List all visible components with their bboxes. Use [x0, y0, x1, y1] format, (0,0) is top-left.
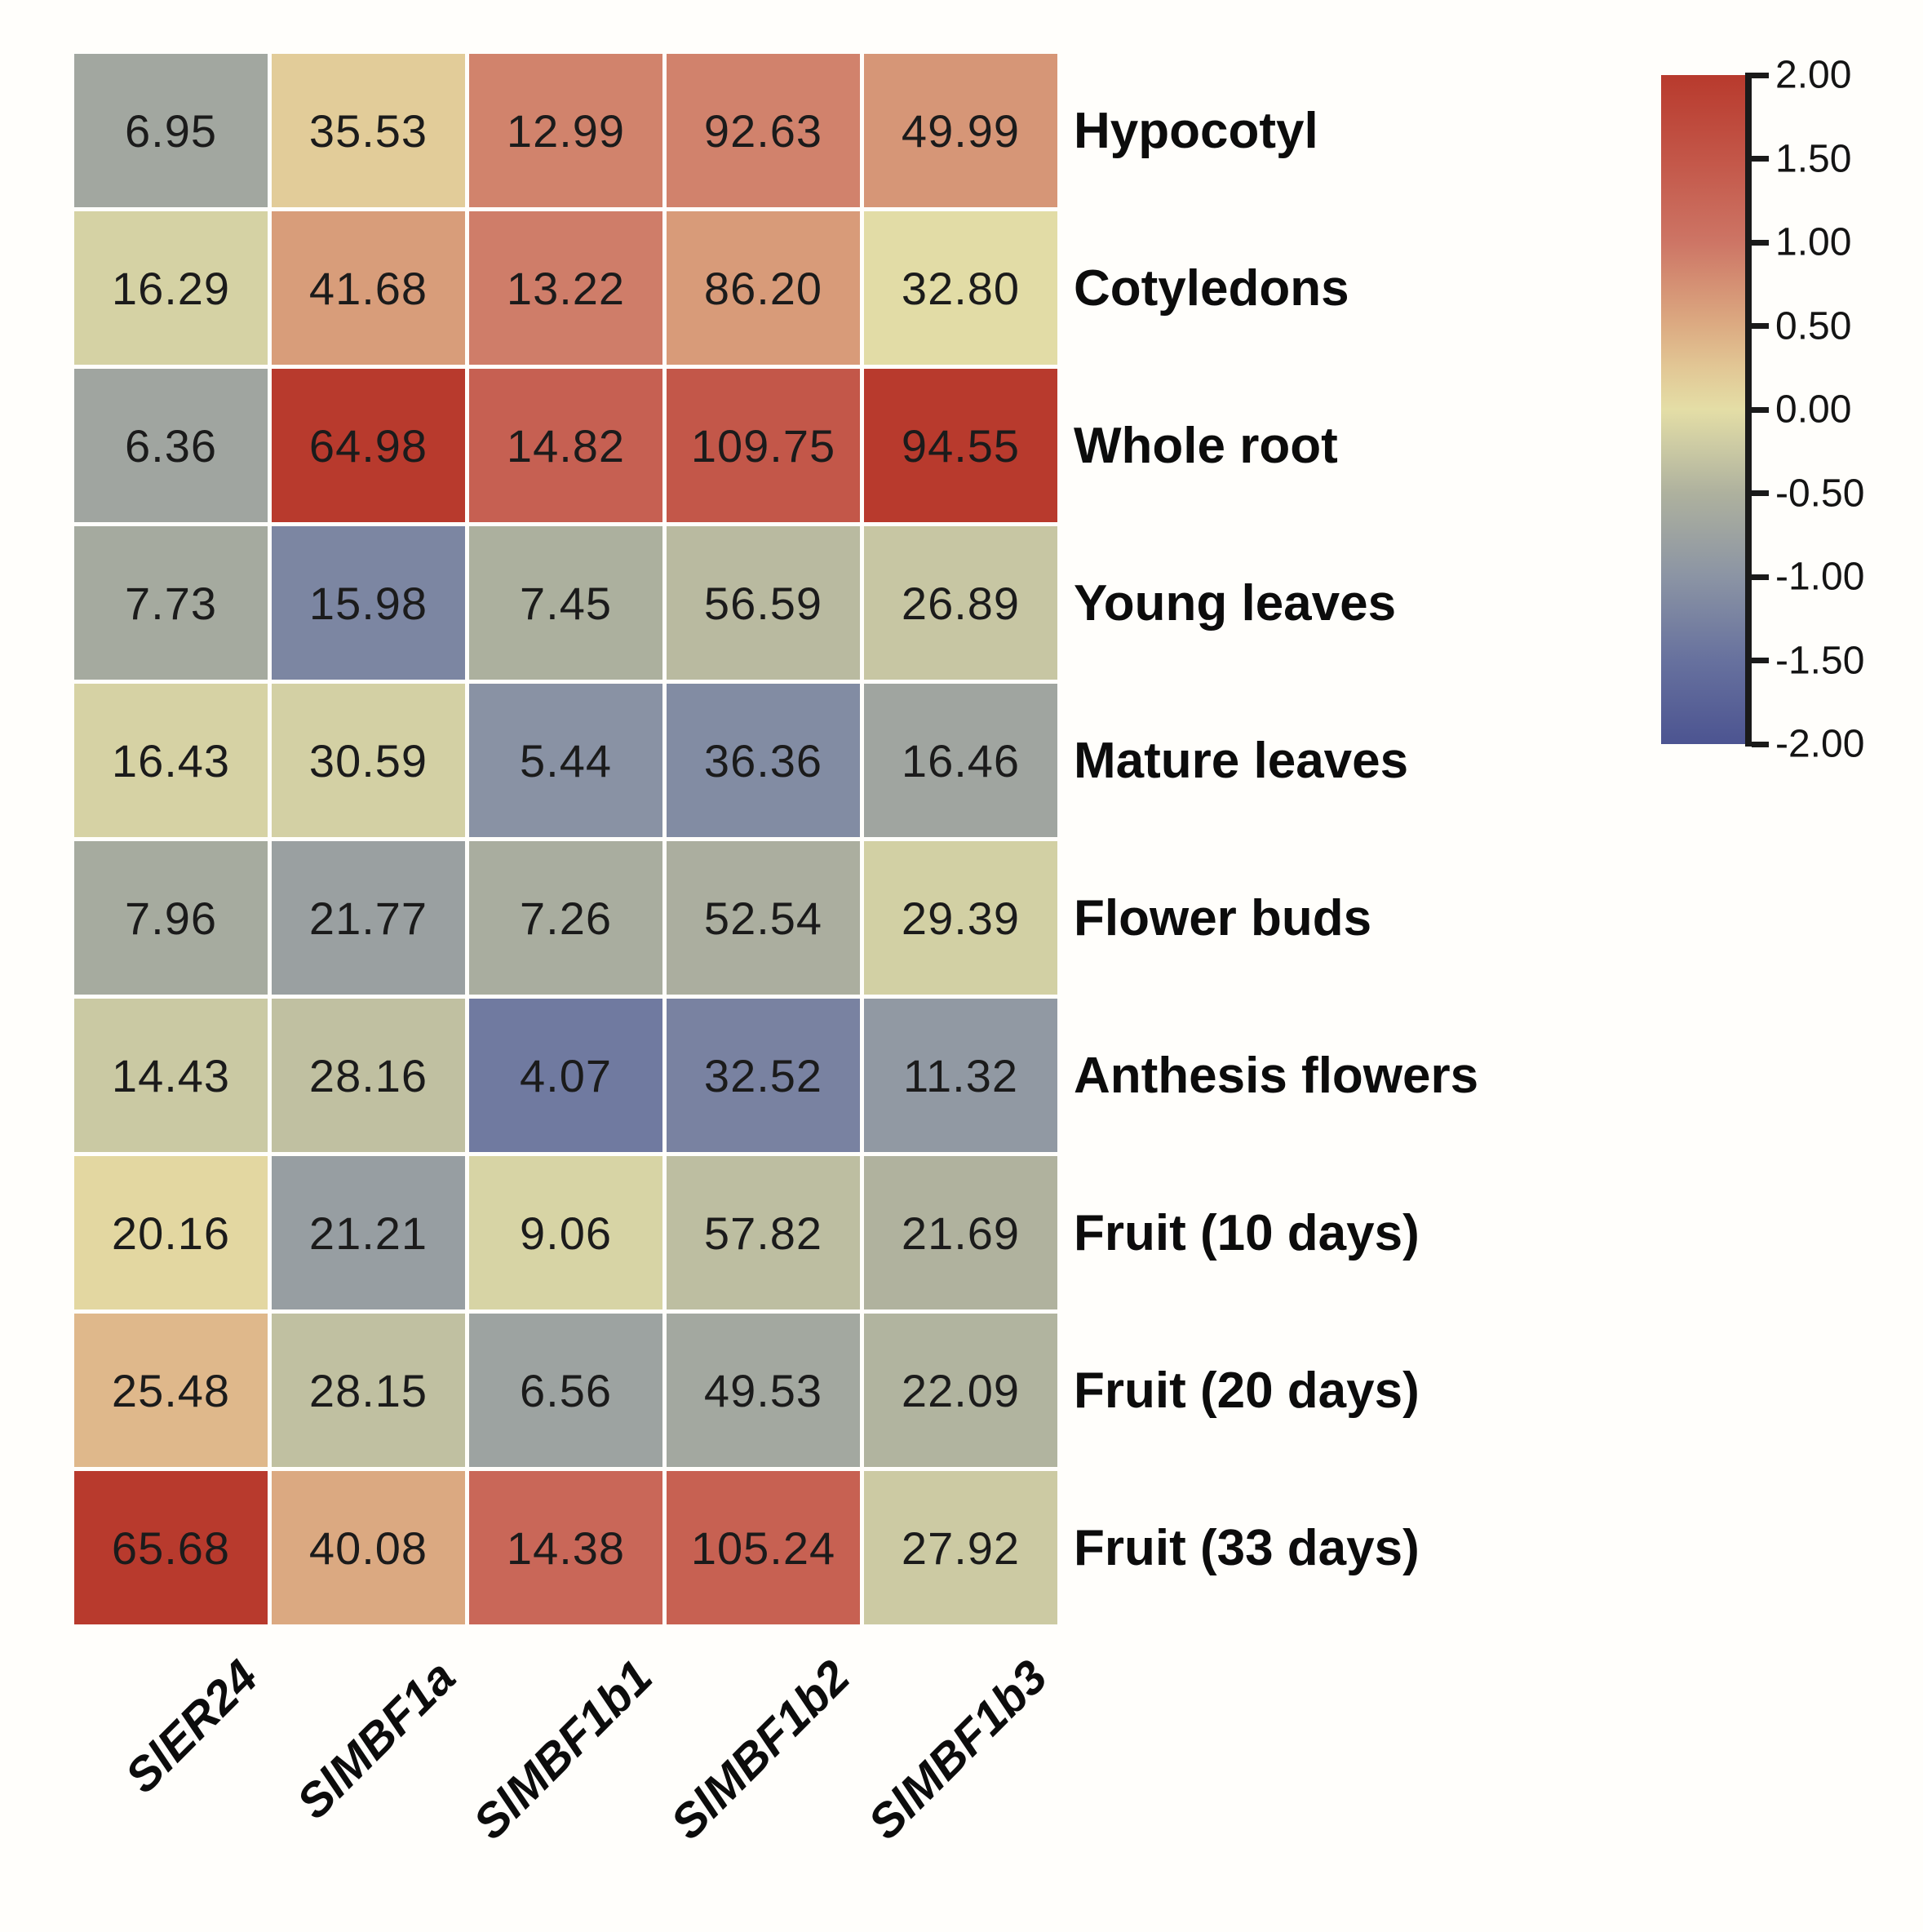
heatmap-cell: 28.16 [272, 999, 465, 1152]
row-label: Flower buds [1074, 889, 1372, 946]
row-label: Fruit (20 days) [1074, 1362, 1420, 1419]
row-label: Hypocotyl [1074, 102, 1318, 159]
column-label: SlMBF1b3 [857, 1650, 1058, 1850]
colorbar-tick-label: 1.50 [1775, 137, 1852, 180]
heatmap-cell: 57.82 [667, 1156, 860, 1309]
heatmap-cell: 16.46 [864, 684, 1057, 837]
heatmap-cell: 40.08 [272, 1471, 465, 1624]
heatmap-cell: 14.38 [469, 1471, 662, 1624]
heatmap-cell: 11.32 [864, 999, 1057, 1152]
heatmap-cell: 92.63 [667, 54, 860, 207]
column-label: SlMBF1a [286, 1650, 466, 1829]
heatmap-cell: 86.20 [667, 211, 860, 365]
heatmap-cell: 65.68 [74, 1471, 268, 1624]
heatmap-cell: 49.99 [864, 54, 1057, 207]
heatmap-cell: 6.95 [74, 54, 268, 207]
colorbar-tick [1752, 156, 1769, 162]
colorbar-tick [1752, 239, 1769, 246]
colorbar-tick-label: 1.00 [1775, 220, 1852, 264]
heatmap-cell: 41.68 [272, 211, 465, 365]
column-label: SlER24 [114, 1650, 268, 1804]
row-label: Cotyledons [1074, 259, 1349, 317]
heatmap-cell: 21.69 [864, 1156, 1057, 1309]
colorbar-tick [1752, 490, 1769, 496]
heatmap-cell: 14.82 [469, 369, 662, 522]
heatmap-cell: 29.39 [864, 841, 1057, 995]
row-label: Mature leaves [1074, 732, 1409, 789]
heatmap-cell: 32.80 [864, 211, 1057, 365]
colorbar-tick [1752, 72, 1769, 78]
colorbar-tick-label: 2.00 [1775, 53, 1852, 97]
heatmap-cell: 56.59 [667, 526, 860, 680]
colorbar-gradient [1661, 75, 1746, 744]
column-label: SlMBF1b1 [463, 1650, 663, 1850]
heatmap-cell: 109.75 [667, 369, 860, 522]
colorbar-tick [1752, 574, 1769, 580]
heatmap-cell: 7.45 [469, 526, 662, 680]
colorbar-tick-label: -0.50 [1775, 472, 1865, 515]
heatmap-cell: 36.36 [667, 684, 860, 837]
row-label: Fruit (10 days) [1074, 1204, 1420, 1261]
row-label: Anthesis flowers [1074, 1047, 1479, 1104]
heatmap-cell: 16.29 [74, 211, 268, 365]
row-label: Fruit (33 days) [1074, 1519, 1420, 1576]
heatmap-cell: 6.56 [469, 1314, 662, 1467]
heatmap-cell: 5.44 [469, 684, 662, 837]
heatmap-cell: 4.07 [469, 999, 662, 1152]
heatmap-cell: 25.48 [74, 1314, 268, 1467]
column-label: SlMBF1b2 [660, 1650, 861, 1850]
heatmap-cell: 21.21 [272, 1156, 465, 1309]
heatmap-cell: 7.96 [74, 841, 268, 995]
colorbar-tick-label: -1.50 [1775, 639, 1865, 682]
heatmap-cell: 26.89 [864, 526, 1057, 680]
heatmap-cell: 7.26 [469, 841, 662, 995]
heatmap-cell: 32.52 [667, 999, 860, 1152]
heatmap-cell: 94.55 [864, 369, 1057, 522]
heatmap-cell: 15.98 [272, 526, 465, 680]
colorbar-tick [1752, 323, 1769, 329]
heatmap-cell: 30.59 [272, 684, 465, 837]
heatmap-cell: 52.54 [667, 841, 860, 995]
colorbar-tick-label: -1.00 [1775, 555, 1865, 599]
heatmap-cell: 21.77 [272, 841, 465, 995]
heatmap-cell: 22.09 [864, 1314, 1057, 1467]
heatmap-cell: 105.24 [667, 1471, 860, 1624]
colorbar-tick-label: 0.50 [1775, 304, 1852, 348]
colorbar-tick-label: 0.00 [1775, 388, 1852, 432]
heatmap-cell: 49.53 [667, 1314, 860, 1467]
colorbar-tick-label: -2.00 [1775, 722, 1865, 766]
heatmap-cell: 27.92 [864, 1471, 1057, 1624]
heatmap-cell: 16.43 [74, 684, 268, 837]
heatmap-cell: 9.06 [469, 1156, 662, 1309]
heatmap-cell: 6.36 [74, 369, 268, 522]
colorbar-tick [1752, 658, 1769, 663]
heatmap-cell: 12.99 [469, 54, 662, 207]
colorbar-tick [1752, 741, 1769, 747]
row-label: Young leaves [1074, 574, 1397, 631]
heatmap-cell: 28.15 [272, 1314, 465, 1467]
colorbar-tick [1752, 406, 1769, 413]
heatmap-cell: 7.73 [74, 526, 268, 680]
heatmap-cell: 13.22 [469, 211, 662, 365]
heatmap-cell: 35.53 [272, 54, 465, 207]
heatmap-cell: 64.98 [272, 369, 465, 522]
heatmap-cell: 20.16 [74, 1156, 268, 1309]
colorbar-axis [1745, 73, 1752, 747]
heatmap-cell: 14.43 [74, 999, 268, 1152]
row-label: Whole root [1074, 417, 1338, 474]
